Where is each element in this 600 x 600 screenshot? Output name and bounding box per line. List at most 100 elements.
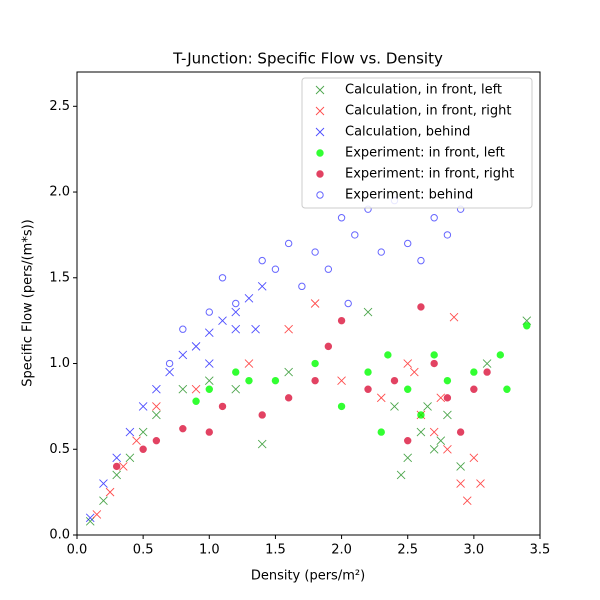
x-tick-label: 0.0 <box>67 543 88 558</box>
point <box>443 410 452 420</box>
point <box>443 444 452 454</box>
point <box>85 516 95 526</box>
point <box>351 231 359 239</box>
point <box>132 436 141 446</box>
point <box>244 294 254 303</box>
point <box>204 376 214 385</box>
x-tick-label: 3.0 <box>464 543 485 558</box>
point <box>179 325 187 333</box>
x-tick-label: 1.5 <box>265 543 286 558</box>
point <box>417 256 425 265</box>
point <box>125 427 135 437</box>
point <box>251 324 260 334</box>
point <box>205 428 213 436</box>
legend-label: Calculation, in front, right <box>345 104 512 119</box>
point <box>324 265 333 273</box>
legend-marker <box>316 170 324 178</box>
point <box>232 299 240 308</box>
point <box>191 342 201 351</box>
point <box>403 453 413 463</box>
legend-box <box>301 77 533 209</box>
point <box>125 453 135 463</box>
x-axis-label: Density (pers/m²) <box>251 569 365 584</box>
point <box>430 214 438 222</box>
point <box>429 444 439 454</box>
y-tick-label: 1.5 <box>49 270 70 285</box>
point <box>284 239 293 248</box>
point <box>423 402 432 411</box>
point <box>152 384 161 394</box>
point <box>152 410 161 420</box>
point <box>138 402 148 411</box>
point <box>92 510 102 519</box>
point <box>469 453 479 463</box>
legend-label: Experiment: behind <box>345 188 473 203</box>
point <box>404 385 412 393</box>
point <box>364 385 372 393</box>
point <box>205 308 213 316</box>
x-tick-label: 0.5 <box>133 543 154 558</box>
x-tick-label: 2.0 <box>331 543 352 558</box>
point <box>324 342 333 351</box>
point <box>99 479 108 488</box>
point <box>271 265 280 273</box>
y-tick-label: 0.5 <box>49 442 70 457</box>
point <box>284 367 293 377</box>
point <box>376 393 386 403</box>
point <box>231 324 241 334</box>
point <box>152 436 161 445</box>
point <box>496 351 505 359</box>
point <box>476 479 485 488</box>
point <box>258 411 266 419</box>
point <box>204 359 214 368</box>
point <box>390 376 399 385</box>
point <box>85 513 95 523</box>
point <box>152 402 161 411</box>
point <box>298 282 306 291</box>
point <box>231 384 241 394</box>
point <box>284 324 293 334</box>
point <box>344 299 352 308</box>
point <box>482 359 492 368</box>
point <box>271 376 280 385</box>
point <box>112 453 122 463</box>
legend-marker <box>315 127 325 137</box>
point <box>404 436 412 445</box>
point <box>245 376 253 385</box>
point <box>105 487 115 497</box>
point <box>257 439 267 449</box>
x-tick-label: 2.5 <box>397 543 418 558</box>
y-tick-label: 1.0 <box>49 356 70 371</box>
point <box>139 445 147 453</box>
point <box>449 312 459 322</box>
point <box>244 359 254 368</box>
point <box>192 397 200 405</box>
point <box>337 402 346 411</box>
point <box>363 307 373 317</box>
point <box>403 359 413 368</box>
point <box>470 385 478 393</box>
y-axis-label: Specific Flow (pers/(m*s)) <box>21 219 36 387</box>
point <box>456 428 465 436</box>
point <box>232 368 240 376</box>
plot-frame <box>76 71 541 536</box>
point <box>377 248 385 256</box>
point <box>337 316 346 325</box>
legend-marker <box>316 149 324 157</box>
legend-marker <box>315 106 325 116</box>
point <box>311 359 319 368</box>
point <box>523 322 531 330</box>
point <box>430 359 438 368</box>
point <box>430 351 438 359</box>
point <box>218 274 227 282</box>
point <box>231 307 241 317</box>
point <box>503 385 511 393</box>
point <box>456 479 465 488</box>
legend-marker <box>316 191 324 199</box>
x-tick-label: 1.0 <box>199 543 220 558</box>
legend-label: Experiment: in front, left <box>345 146 505 161</box>
point <box>257 282 267 291</box>
legend-label: Calculation, in front, left <box>345 83 502 98</box>
point <box>483 368 491 376</box>
